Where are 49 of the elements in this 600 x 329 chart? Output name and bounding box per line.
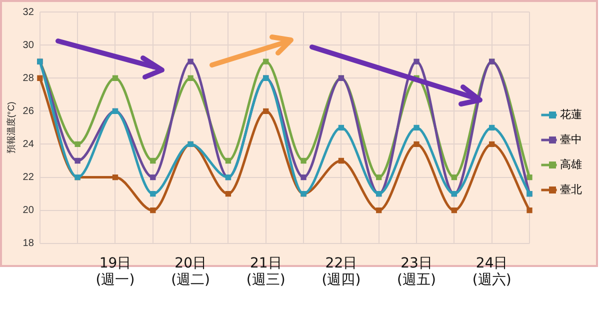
point (376, 174, 382, 180)
x-tick-label: 23日 (週五) (397, 255, 436, 288)
point (526, 174, 532, 180)
point (489, 124, 495, 131)
x-tick-label: 22日 (週四) (322, 255, 361, 288)
point (489, 141, 495, 148)
point (150, 190, 156, 197)
point (338, 124, 344, 131)
point (300, 158, 306, 164)
point (526, 208, 532, 214)
point (74, 141, 80, 148)
legend-label: 臺中 (560, 133, 582, 146)
legend-label: 臺北 (560, 183, 582, 196)
point (414, 124, 420, 131)
point (225, 158, 232, 164)
y-tick-label: 28 (22, 72, 34, 84)
y-tick-label: 22 (22, 172, 34, 184)
y-tick-label: 24 (22, 138, 34, 150)
x-tick-label: 21日 (週三) (246, 255, 286, 288)
legend-label: 高雄 (560, 158, 582, 172)
point (414, 141, 420, 148)
y-axis-title: 預報溫度(°C) (6, 102, 16, 154)
point (376, 208, 382, 214)
x-tick-label: 19日 (週一) (96, 255, 135, 288)
point (263, 108, 269, 114)
point (150, 158, 156, 164)
point (451, 208, 458, 214)
point (188, 58, 194, 64)
y-tick-label: 20 (22, 205, 34, 216)
point (225, 190, 232, 197)
point (414, 58, 420, 64)
point (37, 75, 43, 81)
point (112, 174, 118, 180)
point (451, 174, 458, 180)
legend-label: 花蓮 (560, 108, 582, 122)
y-tick-label: 32 (22, 6, 34, 18)
point (150, 208, 156, 214)
point (338, 158, 344, 164)
y-tick-label: 30 (22, 40, 34, 51)
x-tick-label: 24日 (週六) (472, 255, 512, 288)
point (150, 174, 156, 180)
y-tick-label: 26 (22, 106, 34, 117)
point (74, 158, 80, 164)
point (188, 75, 194, 81)
point (263, 58, 269, 64)
point (112, 75, 118, 81)
x-tick-label: 20日 (週二) (171, 255, 210, 288)
y-tick-label: 18 (22, 238, 34, 250)
point (300, 174, 306, 180)
